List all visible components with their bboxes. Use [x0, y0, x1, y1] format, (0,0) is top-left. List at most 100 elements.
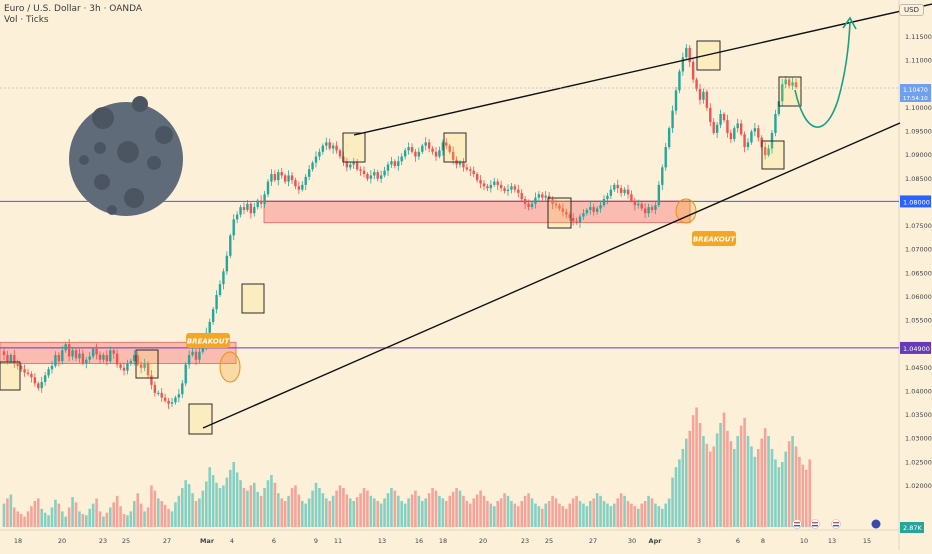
volume-bar	[156, 498, 160, 527]
breakout-circle	[675, 198, 697, 224]
candle-body	[181, 383, 184, 395]
volume-bar	[342, 488, 345, 527]
volume-value-label: 2.87K	[903, 524, 922, 532]
time-tick-label: 3	[697, 537, 701, 545]
candle-body	[6, 355, 9, 362]
price-tick-label: 1.08500	[905, 175, 932, 183]
level-price-badge	[900, 341, 931, 354]
candle-body	[222, 271, 225, 285]
candle-body	[201, 345, 205, 352]
volume-bar	[225, 477, 229, 527]
candle-body	[198, 351, 201, 360]
volume-indicator-label[interactable]: Vol · Ticks	[4, 15, 49, 25]
candle-body	[283, 175, 287, 182]
candle-body	[85, 359, 88, 364]
volume-bar	[414, 490, 417, 527]
volume-bar	[475, 494, 479, 527]
volume-bar	[74, 502, 78, 527]
candle-body	[256, 200, 259, 208]
candle-body	[469, 169, 472, 171]
event-flag-icon	[810, 519, 820, 529]
time-tick-label: 13	[378, 537, 386, 545]
candle-body	[386, 164, 390, 171]
candle-body	[733, 128, 736, 140]
volume-bar	[499, 498, 503, 527]
volume-bar	[482, 495, 486, 527]
candle-body	[102, 355, 105, 360]
moon-crater	[107, 205, 117, 215]
event-globe-icon	[871, 519, 881, 529]
candle-body	[537, 194, 541, 198]
volume-bar	[554, 498, 558, 527]
event-flag-icon-bg	[810, 519, 820, 529]
candle-body	[211, 309, 215, 322]
candle-body	[136, 355, 139, 365]
candle-body	[133, 355, 136, 362]
volume-bar	[462, 495, 465, 527]
candle-body	[139, 364, 143, 368]
candle-body	[403, 150, 407, 157]
volume-bar	[750, 446, 753, 527]
moon-crater	[117, 141, 139, 163]
upper-trendline	[353, 3, 932, 136]
volume-bar	[496, 501, 500, 527]
volume-bar	[143, 511, 146, 527]
volume-bar	[174, 502, 177, 527]
currency-badge[interactable]: USD	[899, 4, 924, 16]
volume-bar	[112, 502, 116, 527]
time-tick-label: 9	[314, 537, 318, 545]
candle-body	[191, 351, 194, 356]
pattern-highlight-box	[0, 361, 21, 391]
pattern-highlight-box	[696, 40, 721, 71]
candle-body	[787, 79, 791, 86]
candle-body	[19, 365, 23, 370]
volume-bar	[23, 516, 26, 527]
candle-body	[431, 148, 434, 152]
volume-bar	[249, 485, 253, 527]
volume-bar	[523, 495, 527, 527]
volume-bar	[712, 446, 716, 527]
volume-bar	[787, 441, 791, 527]
volume-bar	[300, 501, 304, 527]
candle-body	[177, 394, 181, 398]
pattern-highlight-box	[241, 283, 265, 314]
volume-bar	[194, 501, 198, 527]
candle-body	[57, 355, 61, 362]
candle-body	[674, 90, 678, 111]
volume-bar	[126, 515, 129, 527]
volume-bar	[294, 485, 297, 527]
volume-badge	[900, 522, 924, 533]
lower-trendline	[202, 122, 901, 429]
candle-body	[750, 131, 753, 143]
candle-body	[523, 199, 527, 204]
time-tick-label: 20	[58, 537, 66, 545]
candle-body	[366, 174, 369, 179]
volume-bar	[64, 516, 68, 527]
volume-bar	[304, 503, 308, 527]
volume-bar	[479, 490, 482, 527]
candle-body	[109, 350, 112, 362]
volume-bar	[808, 459, 812, 527]
candle-body	[311, 162, 314, 170]
candle-body	[427, 142, 431, 149]
event-flag-stripe	[833, 525, 839, 527]
candle-body	[517, 189, 520, 193]
candle-body	[105, 355, 109, 362]
volume-bar	[547, 501, 551, 527]
volume-bar	[331, 495, 335, 527]
candle-body	[50, 365, 54, 370]
volume-bar	[688, 430, 692, 527]
volume-bar	[650, 498, 654, 527]
candle-body	[290, 175, 294, 181]
candle-body	[534, 197, 537, 204]
volume-bar	[352, 501, 356, 527]
volume-bar	[239, 480, 242, 527]
candle-body	[506, 189, 510, 192]
candle-body	[678, 71, 681, 91]
breakout-circle	[219, 351, 241, 383]
volume-bar	[427, 493, 431, 527]
volume-bar	[575, 495, 578, 527]
volume-bar	[732, 449, 736, 527]
